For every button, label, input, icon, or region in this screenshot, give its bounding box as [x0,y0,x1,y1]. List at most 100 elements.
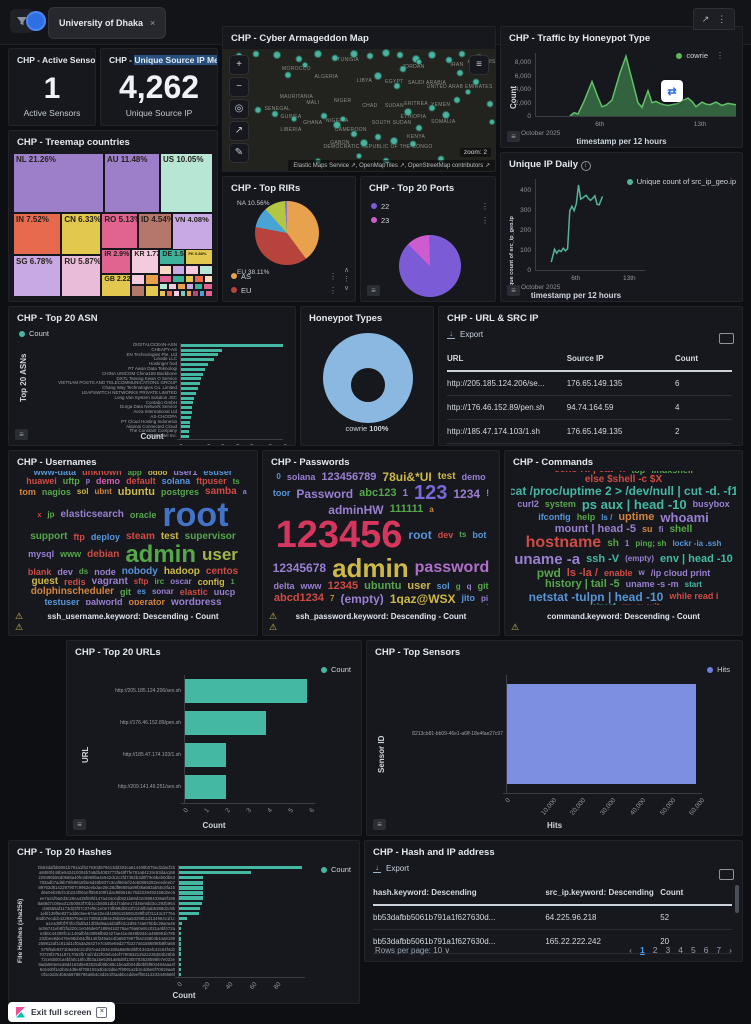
bar[interactable] [185,775,226,799]
page-number[interactable]: 2 [652,945,658,955]
page-number[interactable]: 7 [716,945,722,955]
cloud-word[interactable]: ls / [601,512,613,522]
bar[interactable] [181,382,200,386]
bar[interactable] [185,743,226,767]
bar[interactable] [181,406,193,410]
cloud-word[interactable]: (empty) [625,554,654,564]
cloud-word[interactable]: w [638,568,645,578]
kebab-icon[interactable]: ⋮ [481,215,489,225]
bar[interactable] [181,363,208,367]
cloud-word[interactable]: a [429,504,434,514]
cloud-word[interactable]: lockr -ia .ssh [672,538,722,548]
treemap-tile[interactable] [203,274,213,283]
cloud-word[interactable]: a [242,488,247,496]
treemap-cell[interactable]: KR 1.77% [131,249,160,274]
cloud-word[interactable]: centos [205,566,239,578]
cloud-word[interactable]: cat /proc/uptime 2 > /dev/null | cut -d.… [511,484,736,499]
cloud-word[interactable]: admin [125,540,197,568]
cloud-word[interactable]: vagrant [91,576,128,588]
cloud-word[interactable]: user1 [173,471,198,478]
cloud-word[interactable]: debian [87,548,120,560]
treemap-tile[interactable] [185,274,195,283]
cloud-word[interactable]: while read i [669,591,719,602]
cloud-word[interactable]: mount | head -5 [554,523,637,536]
tab-close-icon[interactable]: × [150,18,156,28]
export-button[interactable]: ↓ Export [447,328,484,339]
bar[interactable] [179,891,204,895]
bar[interactable] [179,967,181,972]
treemap-tile[interactable] [194,282,204,290]
treemap-tile[interactable] [199,265,213,275]
cloud-word[interactable]: dev [57,566,73,577]
cloud-word[interactable]: jp [47,510,55,519]
cloud-word[interactable]: 1 [230,578,235,586]
bar[interactable] [181,372,203,376]
bar[interactable] [179,952,181,956]
page-prev[interactable]: ‹ [629,945,633,955]
bar[interactable] [179,896,204,900]
cloud-word[interactable]: ./oinasf [588,602,616,605]
bar[interactable] [181,343,283,347]
cloud-word[interactable]: abc123 [359,487,397,500]
cloud-word[interactable]: top [631,471,645,475]
cloud-word[interactable]: delta [273,581,295,592]
cloud-word[interactable]: sonar [151,587,174,597]
cloud-word[interactable]: 0 [276,472,281,482]
treemap-cell[interactable]: DE 1.53% [159,249,186,266]
cloud-word[interactable]: git [120,586,132,597]
cloud-word[interactable]: operator [128,597,165,605]
kebab-icon[interactable]: ⋮ [329,285,337,295]
treemap-tile[interactable] [131,285,145,297]
cloud-word[interactable]: help [576,512,596,522]
cloud-word[interactable]: support [30,531,68,543]
kebab-icon[interactable]: ⋮ [481,201,489,211]
cloud-word[interactable]: sh [607,537,619,549]
cloud-word[interactable]: odoo [147,471,168,477]
cloud-word[interactable]: ts [232,476,240,486]
cloud-word[interactable]: ifconfig [538,512,571,522]
page-number[interactable]: 5 [690,945,696,955]
cloud-word[interactable]: postgres [161,486,200,497]
map-control-1[interactable]: − [229,77,249,97]
treemap-cell[interactable]: AU 11.48% [104,153,160,214]
cloud-word[interactable]: 123456789 [321,471,377,483]
panel-menu-icon[interactable]: ⋮ [717,13,727,24]
cloud-word[interactable]: uname -s -m [625,579,679,590]
cloud-word[interactable]: hadoop [163,566,200,578]
cloud-word[interactable]: admin [332,552,409,583]
warning-icon[interactable]: ⚠ [269,622,278,632]
map-control-0[interactable]: + [229,55,249,75]
bar[interactable] [179,876,204,880]
bar[interactable] [179,881,204,885]
cloud-word[interactable]: oscar [170,577,192,587]
legend-item-count[interactable]: Count [320,865,351,874]
cloud-word[interactable]: 1qaz@WSX [389,591,456,605]
exit-fullscreen-button[interactable]: Exit full screen × [8,1002,116,1022]
cloud-word[interactable]: uftp [62,476,80,487]
warning-icon[interactable]: ⚠ [15,622,24,632]
cloud-word[interactable]: dev [437,529,454,540]
cloud-word[interactable]: elasticsearch [60,508,124,520]
cloud-word[interactable]: bot [472,529,487,540]
table-options-icon[interactable] [719,869,734,880]
legend-item[interactable]: 22 ⋮ [371,199,489,213]
app-icon[interactable] [26,11,46,31]
cloud-word[interactable]: ssh -V [586,552,620,565]
treemap-tile[interactable] [176,282,186,290]
cloud-word[interactable]: wordpress [170,596,222,605]
column-header[interactable]: Source IP [566,354,604,363]
treemap-tile[interactable] [158,274,172,283]
cloud-word[interactable]: toor [272,488,291,499]
treemap-cell[interactable]: SG 6.78% [13,255,62,297]
bar[interactable] [181,377,202,381]
cloud-word[interactable]: sol [76,487,89,497]
legend-toggle-icon[interactable]: ≡ [507,285,520,296]
cloud-word[interactable]: ubuntu [117,485,156,498]
bar[interactable] [181,425,190,429]
cloud-word[interactable]: shell [669,523,693,535]
cloud-word[interactable]: demo [461,471,486,482]
cloud-word[interactable]: unknown [82,471,122,478]
map-control-4[interactable]: ✎ [229,143,249,163]
cloud-word[interactable]: app [127,471,142,477]
bar[interactable] [179,921,183,926]
